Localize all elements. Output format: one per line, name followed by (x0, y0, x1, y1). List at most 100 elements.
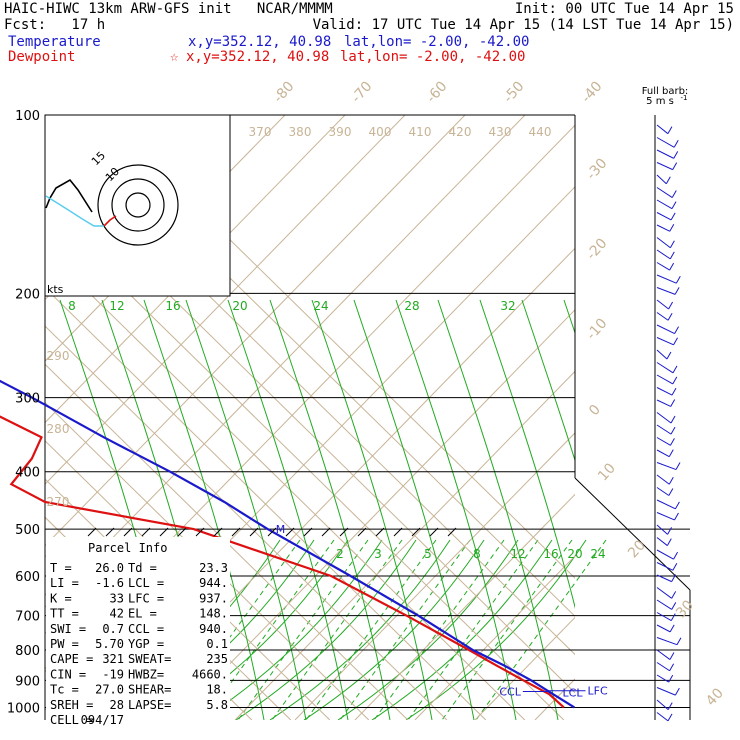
wind-barb-flag (673, 337, 679, 346)
lower-moist-adiabat-line (235, 539, 417, 720)
theta-e-label: 410 (409, 125, 432, 139)
wind-barb (656, 249, 675, 260)
hatch-mark (321, 527, 331, 537)
parcel-info-title: Parcel Info (88, 541, 167, 555)
wind-barb (656, 287, 680, 295)
lower-moist-adiabat-line (230, 539, 315, 644)
lower-grid-lines (230, 539, 607, 720)
wind-barb (656, 174, 671, 185)
moist-adiabat-line (269, 299, 391, 720)
parcel-info-cell: LI = (50, 576, 79, 590)
mixing-ratio-line (373, 539, 505, 720)
barb-key-exponent: -1 (681, 94, 688, 102)
plot-frame (44, 114, 691, 720)
wind-barbs (656, 124, 682, 722)
wind-barb (656, 524, 673, 535)
isotherm-label: -70 (348, 78, 375, 106)
wind-barb-flag (676, 637, 682, 645)
wind-barb (656, 474, 674, 485)
parcel-info-cell: 148. (199, 607, 228, 621)
moist-adiabat-line (521, 299, 575, 462)
hatch-mark (393, 527, 403, 537)
theta-e-label: 390 (329, 125, 352, 139)
moist-adiabat-line (311, 299, 433, 720)
wind-barb-staff (656, 487, 670, 496)
wind-barb (656, 324, 679, 335)
dry-adiabat-line (534, 678, 575, 720)
wind-barb-staff (656, 637, 678, 646)
dewpoint-latlon: lat,lon= -2.00, -42.00 (340, 49, 526, 65)
hodograph-box (44, 114, 231, 297)
wind-barb (656, 612, 676, 622)
wind-barb (656, 362, 678, 374)
dry-adiabat-line (414, 555, 575, 720)
wind-barb-staff (656, 462, 677, 471)
wind-barb-flag (669, 224, 675, 232)
wind-barb (656, 274, 681, 284)
wind-barb-flag (673, 551, 679, 560)
parcel-info-cell: 5.70 (95, 637, 124, 651)
wind-barb-flag (673, 151, 679, 159)
hatch-mark (285, 527, 295, 537)
temperature-xy: x,y=352.12, 40.98 (188, 34, 332, 50)
pressure-tick-label: 800 (15, 644, 40, 659)
wind-barb-staff (656, 174, 667, 185)
hatch-mark (339, 527, 349, 537)
hatch-mark (303, 527, 313, 537)
hodograph-trace-cyan (45, 195, 104, 227)
moist-adiabat-line (185, 299, 307, 720)
mixing-ratio-lower-label: 16 (543, 547, 558, 561)
wind-barb-flag (670, 212, 676, 221)
wind-barb-flag (669, 652, 675, 660)
wind-barb-flag (669, 240, 675, 248)
moist-adiabat-line (227, 299, 349, 720)
wind-barb-staff (656, 274, 677, 284)
hatch-mark (177, 527, 187, 537)
wind-barb-staff (656, 349, 668, 360)
parcel-info-cell: 0.7 (102, 622, 124, 636)
wind-barb-flag (672, 162, 678, 170)
wind-barb (656, 387, 677, 396)
parcel-info-cell: SHEAR= (128, 683, 171, 697)
wind-barb (656, 437, 675, 446)
wind-barb-flag (667, 126, 673, 134)
model-title: HAIC-HIWC 13km ARW-GFS init NCAR/MMMM (4, 1, 333, 17)
wind-barb (656, 712, 673, 722)
parcel-info-cell: 944. (199, 576, 228, 590)
parcel-info-cell: 18. (206, 683, 228, 697)
dry-adiabat-line (174, 309, 575, 720)
parcel-info-cell: T = (50, 561, 72, 575)
wind-barb-staff (656, 474, 670, 485)
parcel-info-cell: LAPSE= (128, 698, 171, 712)
mixing-ratio-lower-label: 2 (336, 547, 344, 561)
lower-moist-adiabat-line (405, 539, 587, 720)
wind-barb (656, 224, 675, 232)
parcel-info-cell: CELL = (50, 713, 93, 727)
wind-barb-staff (656, 387, 673, 396)
wind-barb (656, 374, 678, 385)
wind-barb-flag (672, 563, 678, 571)
wind-barb (656, 212, 676, 221)
wind-barb-flag (668, 477, 674, 485)
parcel-info-cell: 28 (110, 698, 124, 712)
wind-barb-flag (673, 140, 679, 148)
wind-barb-staff (656, 674, 669, 683)
wind-barb-flag (671, 201, 677, 209)
wind-barb (656, 487, 674, 496)
wind-barb (656, 149, 679, 159)
wind-barb-staff (656, 649, 671, 660)
parcel-info-cell: Td = (128, 561, 157, 575)
dry-adiabat-line (45, 115, 406, 485)
isotherm-label: 40 (703, 685, 727, 709)
parcel-info-cell: 27.0 (95, 683, 124, 697)
wind-barb-staff (656, 224, 671, 232)
hodograph-ring (125, 192, 151, 218)
mixing-ratio-line (237, 539, 369, 720)
wind-barb-flag (667, 527, 673, 535)
wind-barb-staff (656, 499, 676, 510)
hatch-mark (231, 527, 241, 537)
pressure-tick-label: 1000 (7, 701, 40, 716)
wind-barb (656, 624, 675, 633)
dewpoint-star-icon: ☆ (170, 49, 179, 65)
moist-adiabat-line (143, 299, 265, 720)
